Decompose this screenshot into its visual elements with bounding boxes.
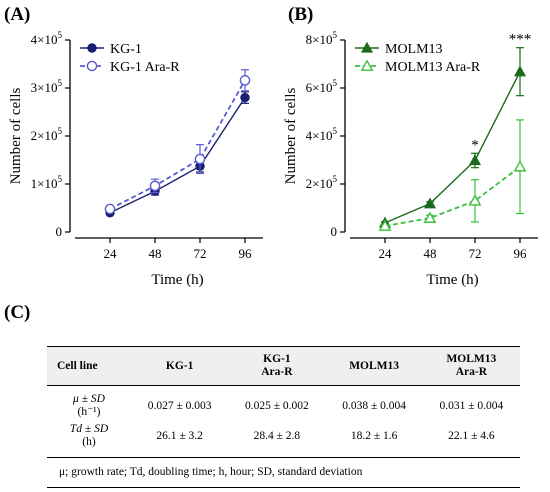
legend-label: MOLM13: [385, 42, 443, 57]
growth-table: Cell line KG-1 KG-1 Ara-R MOLM13 MOLM13 …: [47, 346, 520, 488]
panel-label-a: (A): [4, 4, 31, 25]
table-cell: 26.1 ± 3.2: [156, 429, 203, 442]
x-tick-label: 24: [379, 246, 393, 261]
y-tick-label: 8×105: [306, 30, 338, 47]
data-point: [513, 65, 527, 77]
panel-label-c: (C): [4, 302, 31, 323]
table-cell: 18.2 ± 1.6: [350, 429, 398, 442]
table-cell: 0.027 ± 0.003: [147, 399, 212, 412]
x-tick-label: 72: [194, 246, 207, 261]
table-header-row: Cell line KG-1 KG-1 Ara-R MOLM13 MOLM13 …: [47, 346, 520, 386]
table-cell: 0.025 ± 0.002: [244, 399, 309, 412]
legend-marker: [86, 60, 98, 72]
table-cell: 28.4 ± 2.8: [253, 429, 301, 442]
data-point: [240, 92, 250, 103]
x-tick-label: 24: [104, 246, 118, 261]
panel-label-b: (B): [288, 4, 314, 25]
table-row: μ ± SD (h⁻¹) 0.027 ± 0.003 0.025 ± 0.002…: [47, 386, 520, 422]
table-row-label: μ ± SD (h⁻¹): [47, 386, 131, 422]
data-point: [423, 197, 437, 209]
legend-marker: [87, 43, 97, 53]
x-tick-label: 72: [469, 246, 482, 261]
significance-label: *: [471, 137, 479, 153]
table-cell: 22.1 ± 4.6: [448, 429, 495, 442]
data-point: [468, 154, 482, 166]
data-point: [378, 219, 392, 231]
y-tick-label: 6×105: [306, 78, 338, 95]
y-tick-label: 0: [331, 224, 338, 239]
y-axis-title: Number of cells: [283, 88, 299, 185]
chart-b: 0 2×105 4×105 6×105 8×105 24 48 72 96 Time (h) Num…: [283, 30, 538, 288]
significance-label: ***: [509, 32, 532, 48]
y-tick-label: 1×105: [31, 174, 63, 191]
data-point: [149, 180, 161, 192]
y-tick-label: 2×105: [306, 174, 338, 191]
data-point: [513, 160, 527, 172]
series-line: [109, 97, 246, 214]
table-header-cell: MOLM13: [349, 359, 400, 372]
series-line: [384, 71, 521, 224]
data-point: [194, 153, 206, 165]
legend-label: KG-1 Ara-R: [110, 60, 180, 75]
x-tick-label: 96: [239, 246, 253, 261]
table-row-label: Td ± SD (h): [47, 421, 131, 455]
data-point: [468, 194, 482, 206]
row-label-main: μ ± SD: [73, 393, 105, 405]
y-tick-label: 2×105: [31, 126, 63, 143]
y-tick-label: 4×105: [31, 30, 63, 47]
row-label-unit: (h⁻¹): [77, 406, 101, 418]
x-tick-label: 48: [149, 246, 162, 261]
table-row: Td ± SD (h) 26.1 ± 3.2 28.4 ± 2.8 18.2 ±…: [47, 421, 520, 455]
data-point: [104, 203, 116, 215]
legend-marker: [360, 59, 374, 71]
table-cell: 0.031 ± 0.004: [439, 399, 504, 412]
row-label-unit: (h): [82, 436, 96, 448]
x-tick-label: 96: [514, 246, 528, 261]
table-header-cell: KG-1: [165, 359, 194, 372]
series-line: [109, 79, 246, 210]
x-axis-title: Time (h): [426, 272, 478, 288]
y-tick-label: 0: [56, 224, 63, 239]
table-header-cell: MOLM13 Ara-R: [446, 353, 497, 378]
chart-a: 0 1×105 2×105 3×105 4×105 24 48 72 96 Time (h) Num…: [8, 30, 263, 288]
growth-table-grid: Cell line KG-1 KG-1 Ara-R MOLM13 MOLM13 …: [47, 346, 520, 455]
y-axis-title: Number of cells: [8, 88, 24, 185]
row-label-main: Td ± SD: [69, 423, 109, 435]
table-header-cell: KG-1 Ara-R: [261, 353, 293, 378]
data-point: [423, 211, 437, 223]
data-point: [239, 75, 251, 86]
y-tick-label: 3×105: [31, 78, 63, 95]
legend-label: KG-1: [110, 42, 142, 57]
legend-label: MOLM13 Ara-R: [385, 60, 481, 75]
series-line: [384, 166, 521, 227]
table-footnote: μ; growth rate; Td, doubling time; h, ho…: [47, 457, 520, 488]
x-tick-label: 48: [424, 246, 437, 261]
table-cell: 0.038 ± 0.004: [342, 399, 407, 412]
legend-marker: [360, 41, 374, 53]
table-header-cell: Cell line: [57, 359, 98, 372]
x-axis-title: Time (h): [151, 272, 203, 288]
y-tick-label: 4×105: [306, 126, 338, 143]
